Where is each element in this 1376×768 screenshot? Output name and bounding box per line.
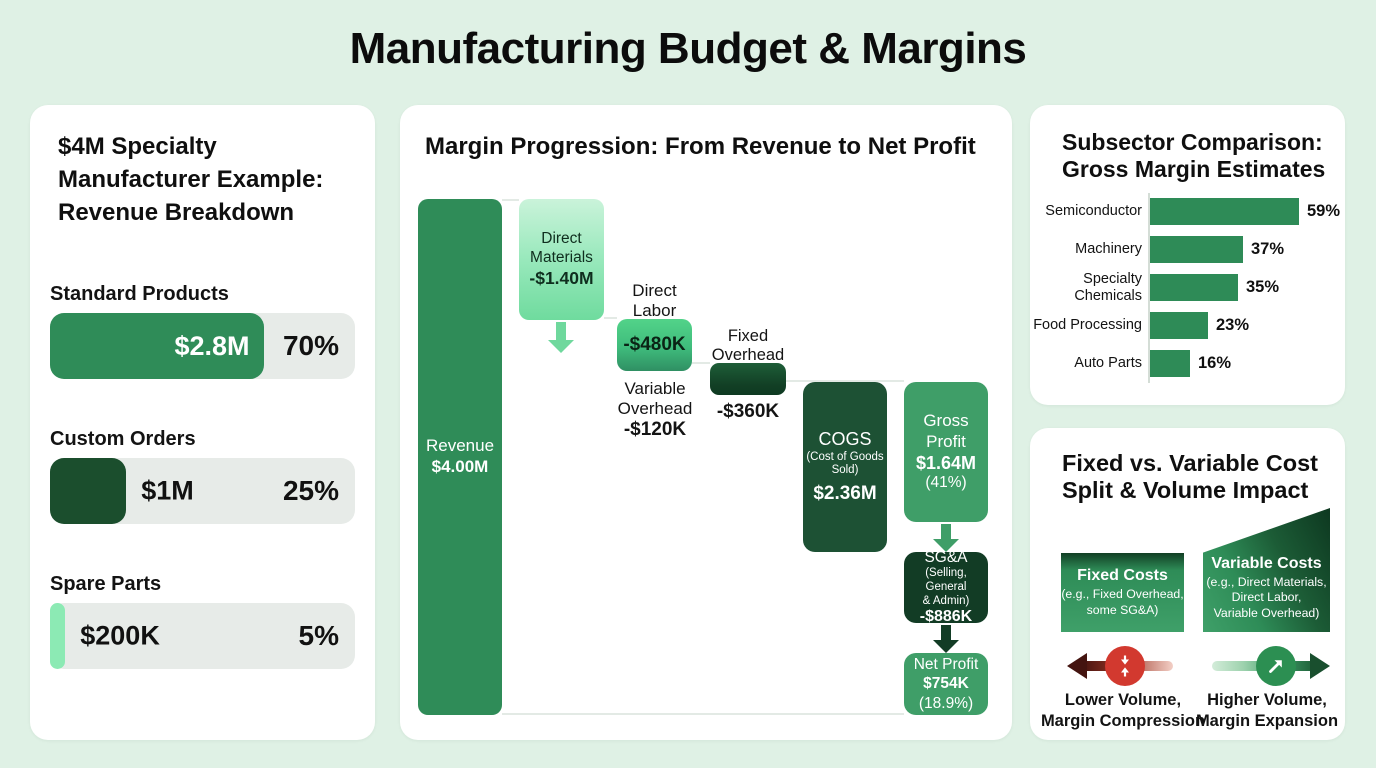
subsector-value: 35% bbox=[1246, 278, 1280, 296]
subsector-bar bbox=[1150, 350, 1190, 377]
waterfall-chart: Revenue $4.00M Direct Materials -$1.40M … bbox=[400, 105, 1012, 740]
waterfall-title: Margin Progression: From Revenue to Net … bbox=[425, 133, 976, 160]
revenue-row: Custom Orders $1M 25% bbox=[50, 426, 355, 524]
right-arrow-icon bbox=[1210, 646, 1330, 686]
down-arrow-icon bbox=[933, 625, 959, 653]
revenue-row: Spare Parts $200K 5% bbox=[50, 571, 355, 669]
subsector-bar bbox=[1150, 236, 1243, 263]
subsector-row: Food Processing 23% bbox=[1030, 312, 1249, 339]
connector-line bbox=[692, 362, 710, 364]
subsector-bar bbox=[1150, 312, 1208, 339]
revenue-bar-track: $200K 5% bbox=[50, 603, 355, 669]
subsector-value: 37% bbox=[1251, 240, 1285, 258]
sga-label: SG&A bbox=[924, 548, 968, 566]
waterfall-box-net-profit: Net Profit $754K (18.9%) bbox=[904, 653, 988, 715]
revenue-breakdown-rows: Standard Products $2.8M 70% Custom Orders $1… bbox=[50, 281, 355, 716]
fixed-variable-panel: Fixed vs. Variable Cost Split & Volume I… bbox=[1030, 428, 1345, 740]
down-arrow-icon bbox=[933, 524, 959, 552]
revenue-bar-fill: $2.8M bbox=[50, 313, 264, 379]
direct-labor-value: -$480K bbox=[623, 334, 686, 355]
fixed-costs-box: Fixed Costs (e.g., Fixed Overhead, some … bbox=[1061, 553, 1184, 632]
waterfall-bar-direct-materials: Direct Materials -$1.40M bbox=[519, 199, 604, 320]
subsector-label: Specialty Chemicals bbox=[1074, 271, 1142, 304]
revenue-row-percent: 70% bbox=[282, 330, 339, 361]
subsector-value: 16% bbox=[1198, 354, 1232, 372]
revenue-row-value: $2.8M bbox=[174, 330, 250, 361]
revenue-bar-track: $2.8M 70% bbox=[50, 313, 355, 379]
cogs-value: $2.36M bbox=[813, 483, 877, 505]
revenue-row: Standard Products $2.8M 70% bbox=[50, 281, 355, 379]
fixed-overhead-value: -$360K bbox=[716, 401, 780, 422]
sga-value: -$886K bbox=[919, 608, 973, 626]
page-title: Manufacturing Budget & Margins bbox=[349, 24, 1027, 73]
subsector-row: Specialty Chemicals 35% bbox=[1030, 271, 1280, 304]
net-profit-value: $754K bbox=[923, 675, 969, 693]
fixed-costs-title: Fixed Costs bbox=[1077, 567, 1168, 585]
revenue-row-value: $1M bbox=[141, 475, 194, 506]
waterfall-box-gross-profit: Gross Profit $1.64M (41%) bbox=[904, 382, 988, 522]
revenue-value: $4.00M bbox=[431, 457, 489, 476]
margin-waterfall-panel: Margin Progression: From Revenue to Net … bbox=[400, 105, 1012, 740]
revenue-row-percent: 25% bbox=[282, 475, 339, 506]
revenue-row-percent: 5% bbox=[298, 620, 339, 651]
direct-labor-label: Direct Labor bbox=[632, 281, 677, 321]
net-profit-percent: (18.9%) bbox=[918, 694, 974, 712]
subsector-value: 59% bbox=[1307, 202, 1341, 220]
subsector-title: Subsector Comparison: Gross Margin Estim… bbox=[1062, 129, 1326, 182]
direct-materials-value: -$1.40M bbox=[529, 267, 594, 288]
gross-profit-percent: (41%) bbox=[925, 473, 967, 491]
subsector-bar bbox=[1150, 274, 1238, 301]
waterfall-box-sga: SG&A (Selling, General & Admin) -$886K bbox=[904, 548, 988, 626]
subsector-label: Food Processing bbox=[1033, 317, 1142, 334]
revenue-breakdown-title: $4M Specialty Manufacturer Example: Reve… bbox=[58, 133, 324, 226]
revenue-breakdown-panel: $4M Specialty Manufacturer Example: Reve… bbox=[30, 105, 375, 740]
axis-line bbox=[1148, 193, 1150, 383]
subsector-row: Auto Parts 16% bbox=[1030, 350, 1231, 377]
subsector-row: Machinery 37% bbox=[1030, 236, 1284, 263]
subsector-label: Semiconductor bbox=[1045, 203, 1142, 220]
waterfall-bar-revenue: Revenue $4.00M bbox=[418, 199, 502, 715]
variable-costs-title: Variable Costs bbox=[1211, 555, 1322, 572]
waterfall-bar-fixed-overhead bbox=[710, 363, 786, 395]
gross-profit-label: Gross Profit bbox=[923, 411, 969, 452]
net-profit-label: Net Profit bbox=[913, 655, 979, 673]
fixed-overhead-label: Fixed Overhead bbox=[711, 327, 785, 365]
subsector-value: 23% bbox=[1216, 316, 1250, 334]
baseline bbox=[502, 713, 904, 715]
trend-up-icon bbox=[1256, 646, 1296, 686]
lower-volume-caption: Lower Volume, Margin Compression bbox=[1040, 691, 1206, 731]
revenue-row-label: Custom Orders bbox=[50, 428, 196, 450]
compress-icon bbox=[1105, 646, 1146, 686]
waterfall-box-cogs: COGS (Cost of Goods Sold) $2.36M bbox=[803, 382, 887, 552]
subsector-comparison-panel: Subsector Comparison: Gross Margin Estim… bbox=[1030, 105, 1345, 405]
subsector-bar bbox=[1150, 198, 1299, 225]
variable-overhead-label: Variable Overhead -$120K bbox=[617, 379, 693, 441]
connector-line bbox=[502, 199, 519, 201]
revenue-bar-fill bbox=[50, 603, 66, 669]
connector-line bbox=[786, 380, 904, 382]
fixed-variable-title: Fixed vs. Variable Cost Split & Volume I… bbox=[1062, 450, 1318, 504]
connector-line bbox=[604, 317, 617, 319]
revenue-row-label: Standard Products bbox=[50, 283, 229, 305]
subsector-label: Auto Parts bbox=[1074, 355, 1142, 372]
revenue-row-value: $200K bbox=[80, 620, 160, 651]
subsector-row: Semiconductor 59% bbox=[1030, 198, 1340, 225]
variable-costs-box: Variable Costs (e.g., Direct Materials, … bbox=[1203, 508, 1330, 632]
higher-volume-caption: Higher Volume, Margin Expansion bbox=[1195, 691, 1339, 731]
cogs-label: COGS bbox=[818, 428, 872, 449]
subsector-label: Machinery bbox=[1075, 241, 1142, 258]
revenue-row-label: Spare Parts bbox=[50, 573, 162, 595]
down-arrow-icon bbox=[548, 322, 574, 353]
revenue-bar-fill bbox=[50, 458, 127, 524]
direct-materials-label: Direct Materials bbox=[530, 230, 593, 266]
left-arrow-icon bbox=[1067, 646, 1175, 686]
revenue-bar-track: $1M 25% bbox=[50, 458, 355, 524]
revenue-label: Revenue bbox=[425, 436, 495, 456]
waterfall-bar-direct-labor: -$480K bbox=[617, 319, 692, 371]
gross-profit-value: $1.64M bbox=[915, 452, 977, 473]
